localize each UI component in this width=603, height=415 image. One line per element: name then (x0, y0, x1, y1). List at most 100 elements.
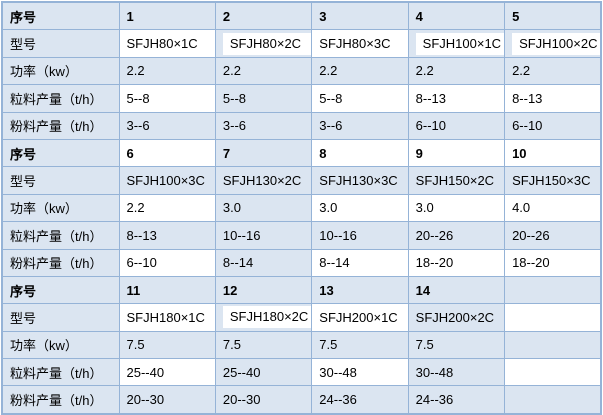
data-cell: 8--13 (118, 221, 216, 250)
table-row: 序号 6 7 8 9 10 (1, 138, 602, 168)
data-cell: 7.5 (407, 330, 506, 360)
data-cell: 2.2 (214, 56, 313, 86)
row-label: 型号 (1, 303, 120, 332)
data-cell: 5--8 (214, 84, 313, 113)
serial-cell: 11 (118, 275, 216, 305)
data-cell: 8--13 (504, 84, 602, 113)
serial-cell: 2 (214, 1, 313, 31)
row-label: 序号 (1, 138, 120, 168)
data-cell: 20--26 (407, 221, 506, 250)
data-cell: 8--14 (311, 248, 409, 277)
data-cell: 2.2 (311, 56, 409, 86)
serial-cell (504, 275, 602, 305)
data-cell: SFJH150×2C (407, 166, 506, 195)
data-cell: 2.2 (118, 56, 216, 86)
data-cell: 20--30 (118, 385, 216, 415)
serial-cell: 14 (407, 275, 506, 305)
serial-cell: 13 (311, 275, 409, 305)
table-row: 粒料产量（t/h） 25--40 25--40 30--48 30--48 (1, 358, 602, 387)
serial-cell: 9 (407, 138, 506, 168)
serial-cell: 8 (311, 138, 409, 168)
data-cell: 5--8 (118, 84, 216, 113)
serial-cell: 4 (407, 1, 506, 31)
row-label: 功率（kw） (1, 56, 120, 86)
data-cell: 30--48 (311, 358, 409, 387)
data-cell (504, 330, 602, 360)
data-cell: 25--40 (118, 358, 216, 387)
table-row: 型号 SFJH80×1C SFJH80×2C SFJH80×3C SFJH100×1C S… (1, 29, 602, 58)
data-cell: 3.0 (407, 193, 506, 223)
highlighted-text: SFJH100×1C (415, 32, 504, 55)
row-label: 粉料产量（t/h） (1, 111, 120, 140)
data-cell: 6--10 (407, 111, 506, 140)
row-label: 功率（kw） (1, 330, 120, 360)
row-label: 型号 (1, 29, 120, 58)
data-cell: 7.5 (311, 330, 409, 360)
data-cell: 6--10 (118, 248, 216, 277)
data-cell: SFJH200×2C (407, 303, 506, 332)
serial-cell: 6 (118, 138, 216, 168)
data-cell: SFJH80×2C (214, 29, 313, 58)
data-cell: 24--36 (311, 385, 409, 415)
data-cell: SFJH130×3C (311, 166, 409, 195)
row-label: 粉料产量（t/h） (1, 248, 120, 277)
table-row: 功率（kw） 2.2 2.2 2.2 2.2 2.2 (1, 56, 602, 86)
data-cell: 18--20 (407, 248, 506, 277)
data-cell: SFJH150×3C (504, 166, 602, 195)
row-label: 序号 (1, 275, 120, 305)
row-label: 功率（kw） (1, 193, 120, 223)
data-cell (504, 303, 602, 332)
data-cell: 20--30 (214, 385, 313, 415)
highlighted-text: SFJH80×2C (222, 32, 311, 55)
table-row: 粒料产量（t/h） 5--8 5--8 5--8 8--13 8--13 (1, 84, 602, 113)
data-cell: 6--10 (504, 111, 602, 140)
table-row: 粉料产量（t/h） 6--10 8--14 8--14 18--20 18--20 (1, 248, 602, 277)
serial-cell: 10 (504, 138, 602, 168)
table-row: 型号 SFJH100×3C SFJH130×2C SFJH130×3C SFJH150×… (1, 166, 602, 195)
highlighted-text: SFJH100×2C (512, 32, 600, 55)
data-cell: SFJH200×1C (311, 303, 409, 332)
data-cell: 18--20 (504, 248, 602, 277)
row-label: 粉料产量（t/h） (1, 385, 120, 415)
data-cell (504, 385, 602, 415)
data-cell: SFJH130×2C (214, 166, 313, 195)
data-cell: SFJH180×1C (118, 303, 216, 332)
data-cell: 7.5 (214, 330, 313, 360)
serial-cell: 3 (311, 1, 409, 31)
table-row: 功率（kw） 2.2 3.0 3.0 3.0 4.0 (1, 193, 602, 223)
table-row: 序号 11 12 13 14 (1, 275, 602, 305)
row-label: 型号 (1, 166, 120, 195)
table-row: 型号 SFJH180×1C SFJH180×2C SFJH200×1C SFJH200×… (1, 303, 602, 332)
data-cell: 2.2 (504, 56, 602, 86)
table-row: 功率（kw） 7.5 7.5 7.5 7.5 (1, 330, 602, 360)
data-cell: 5--8 (311, 84, 409, 113)
data-cell: 3--6 (118, 111, 216, 140)
data-cell: SFJH80×3C (311, 29, 409, 58)
table-row: 粉料产量（t/h） 20--30 20--30 24--36 24--36 (1, 385, 602, 415)
row-label: 序号 (1, 1, 120, 31)
data-cell: 3.0 (311, 193, 409, 223)
data-cell: SFJH100×2C (504, 29, 602, 58)
data-cell: 7.5 (118, 330, 216, 360)
data-cell: 25--40 (214, 358, 313, 387)
data-cell: 8--14 (214, 248, 313, 277)
data-cell: 3.0 (214, 193, 313, 223)
data-cell: 4.0 (504, 193, 602, 223)
data-cell: 8--13 (407, 84, 506, 113)
data-cell: 10--16 (214, 221, 313, 250)
row-label: 粒料产量（t/h） (1, 221, 120, 250)
serial-cell: 1 (118, 1, 216, 31)
serial-cell: 7 (214, 138, 313, 168)
data-cell: SFJH100×1C (407, 29, 506, 58)
serial-cell: 5 (504, 1, 602, 31)
data-cell: 24--36 (407, 385, 506, 415)
data-cell: 2.2 (118, 193, 216, 223)
data-cell (504, 358, 602, 387)
data-cell: SFJH100×3C (118, 166, 216, 195)
table-row: 粉料产量（t/h） 3--6 3--6 3--6 6--10 6--10 (1, 111, 602, 140)
data-cell: 3--6 (214, 111, 313, 140)
table-row: 序号 1 2 3 4 5 (1, 1, 602, 31)
table-row: 粒料产量（t/h） 8--13 10--16 10--16 20--26 20--26 (1, 221, 602, 250)
